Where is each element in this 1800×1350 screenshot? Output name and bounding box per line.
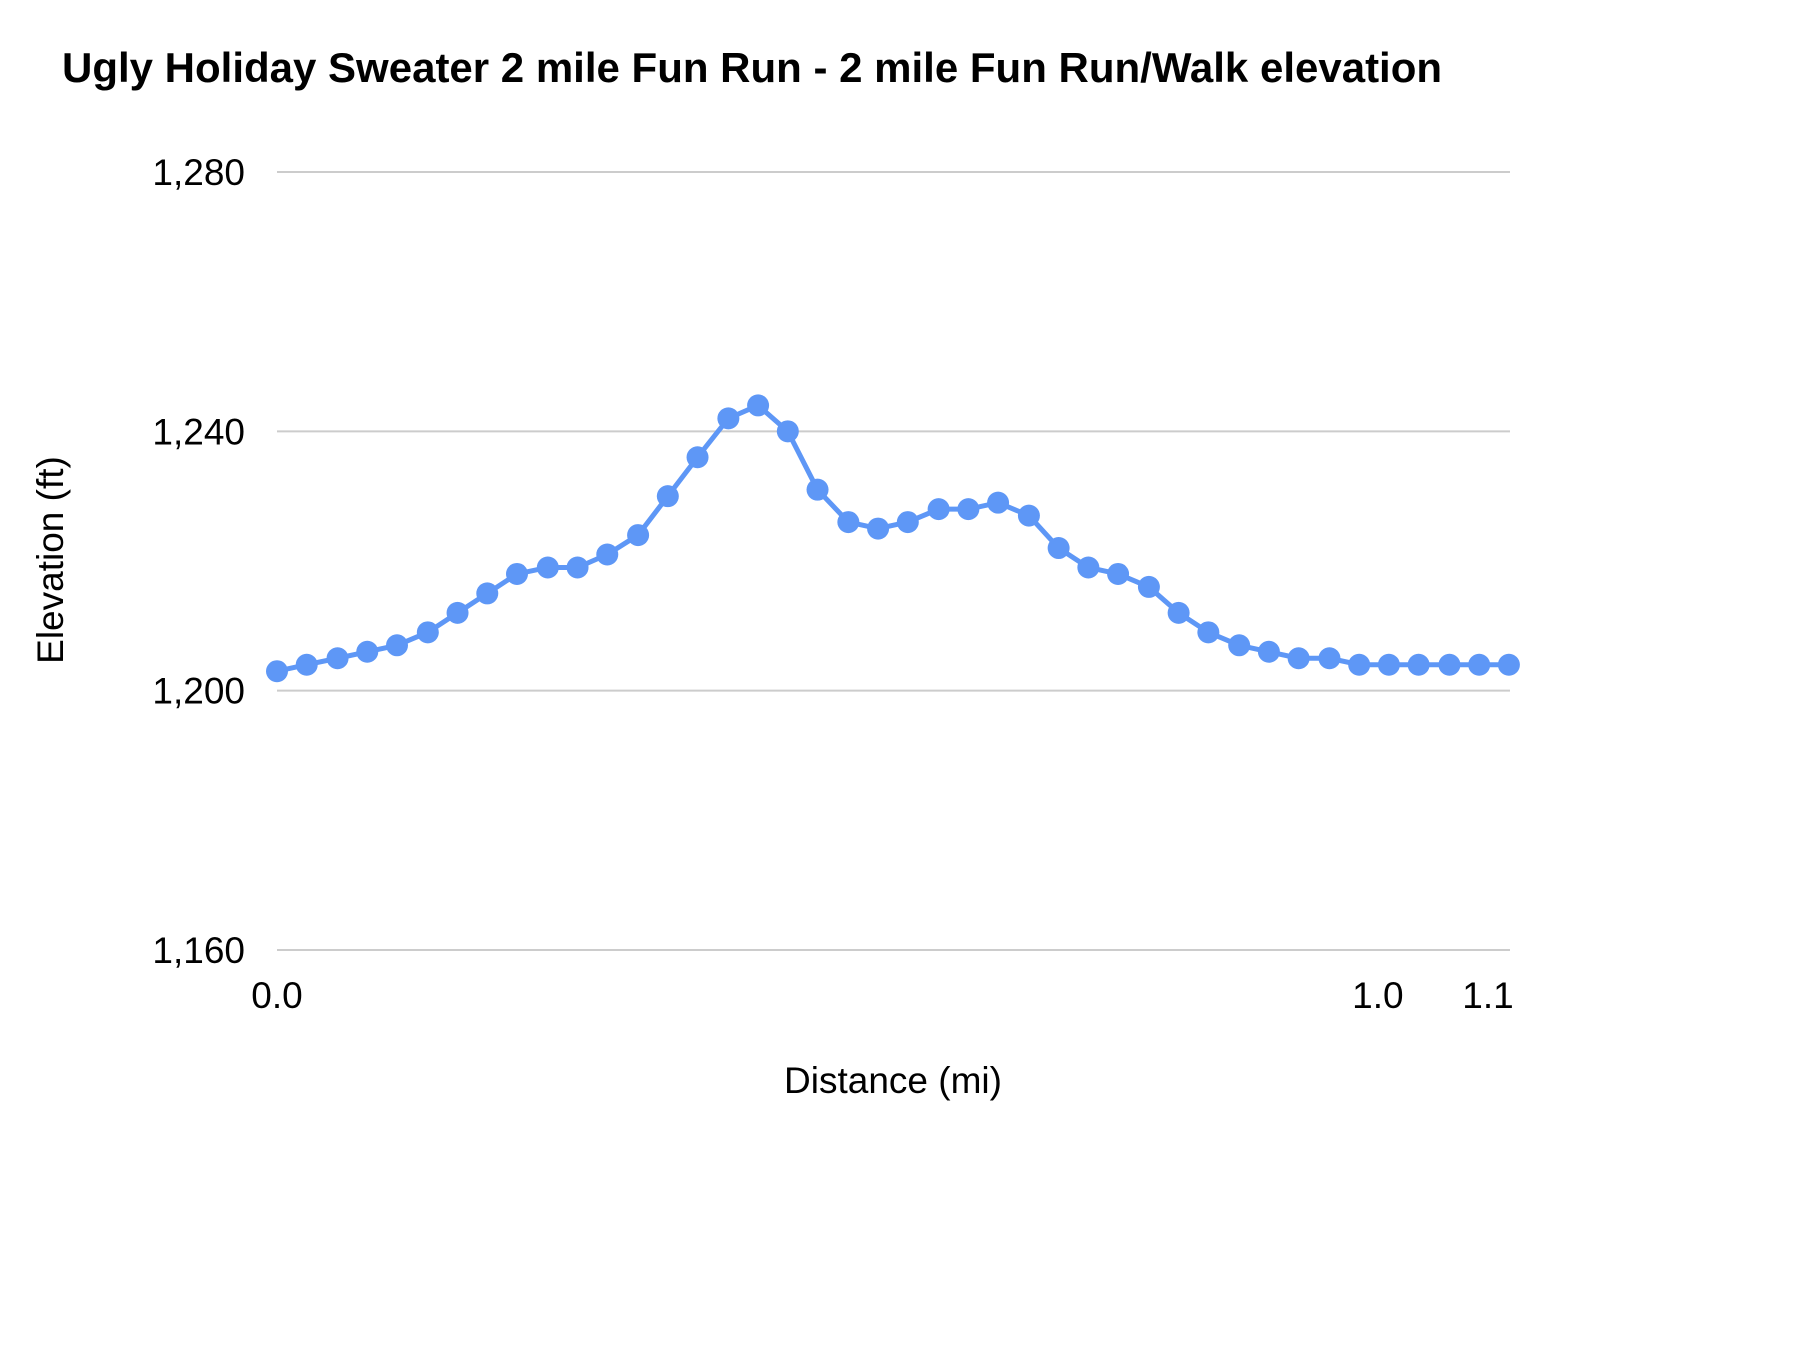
data-point-marker [837,511,860,534]
data-point-marker [596,543,619,566]
data-point-marker [446,601,469,624]
data-point-marker [1257,640,1280,663]
data-point-marker [1377,653,1400,676]
elevation-line [274,402,1512,674]
data-point-marker [1497,653,1520,676]
x-tick-label: 0.0 [251,975,302,1016]
data-point-marker [957,498,980,521]
x-tick-label: 1.1 [1462,975,1513,1016]
data-point-marker [747,394,770,417]
data-point-marker [806,478,829,501]
data-point-marker [627,524,650,547]
y-tick-label: 1,280 [152,152,245,193]
data-point-marker [686,446,709,469]
y-tick-label: 1,240 [152,411,245,452]
data-point-marker [1137,575,1160,598]
data-point-marker [1077,556,1100,579]
x-tick-label: 1.0 [1352,975,1403,1016]
data-point-marker [1107,562,1130,585]
data-point-marker [656,485,679,508]
chart-title: Ugly Holiday Sweater 2 mile Fun Run - 2 … [62,44,1443,91]
data-point-marker [1348,653,1371,676]
data-point-marker [717,407,740,430]
data-point-marker [1197,621,1220,644]
data-point-marker [1318,647,1341,670]
y-tick-label: 1,160 [152,930,245,971]
data-point-marker [1468,653,1491,676]
data-point-marker [266,660,288,683]
data-point-marker [1047,537,1070,560]
data-point-marker [1167,601,1190,624]
data-point-marker [505,562,528,585]
data-point-marker [927,498,950,521]
data-point-marker [1438,653,1461,676]
data-point-marker [1407,653,1430,676]
data-point-marker [416,621,439,644]
data-point-marker [987,491,1010,514]
x-axis-title: Distance (mi) [784,1060,1002,1101]
data-point-marker [896,511,919,534]
data-point-marker [476,582,499,605]
data-point-marker [867,517,890,540]
data-point-marker [1287,647,1310,670]
y-tick-label: 1,200 [152,671,245,712]
data-point-marker [356,640,379,663]
data-point-marker [295,653,318,676]
data-point-marker [1017,504,1040,527]
data-point-marker [1228,634,1251,657]
data-point-marker [385,634,408,657]
data-point-marker [326,647,349,670]
data-point-marker [536,556,559,579]
data-point-marker [776,420,799,443]
data-point-marker [566,556,589,579]
